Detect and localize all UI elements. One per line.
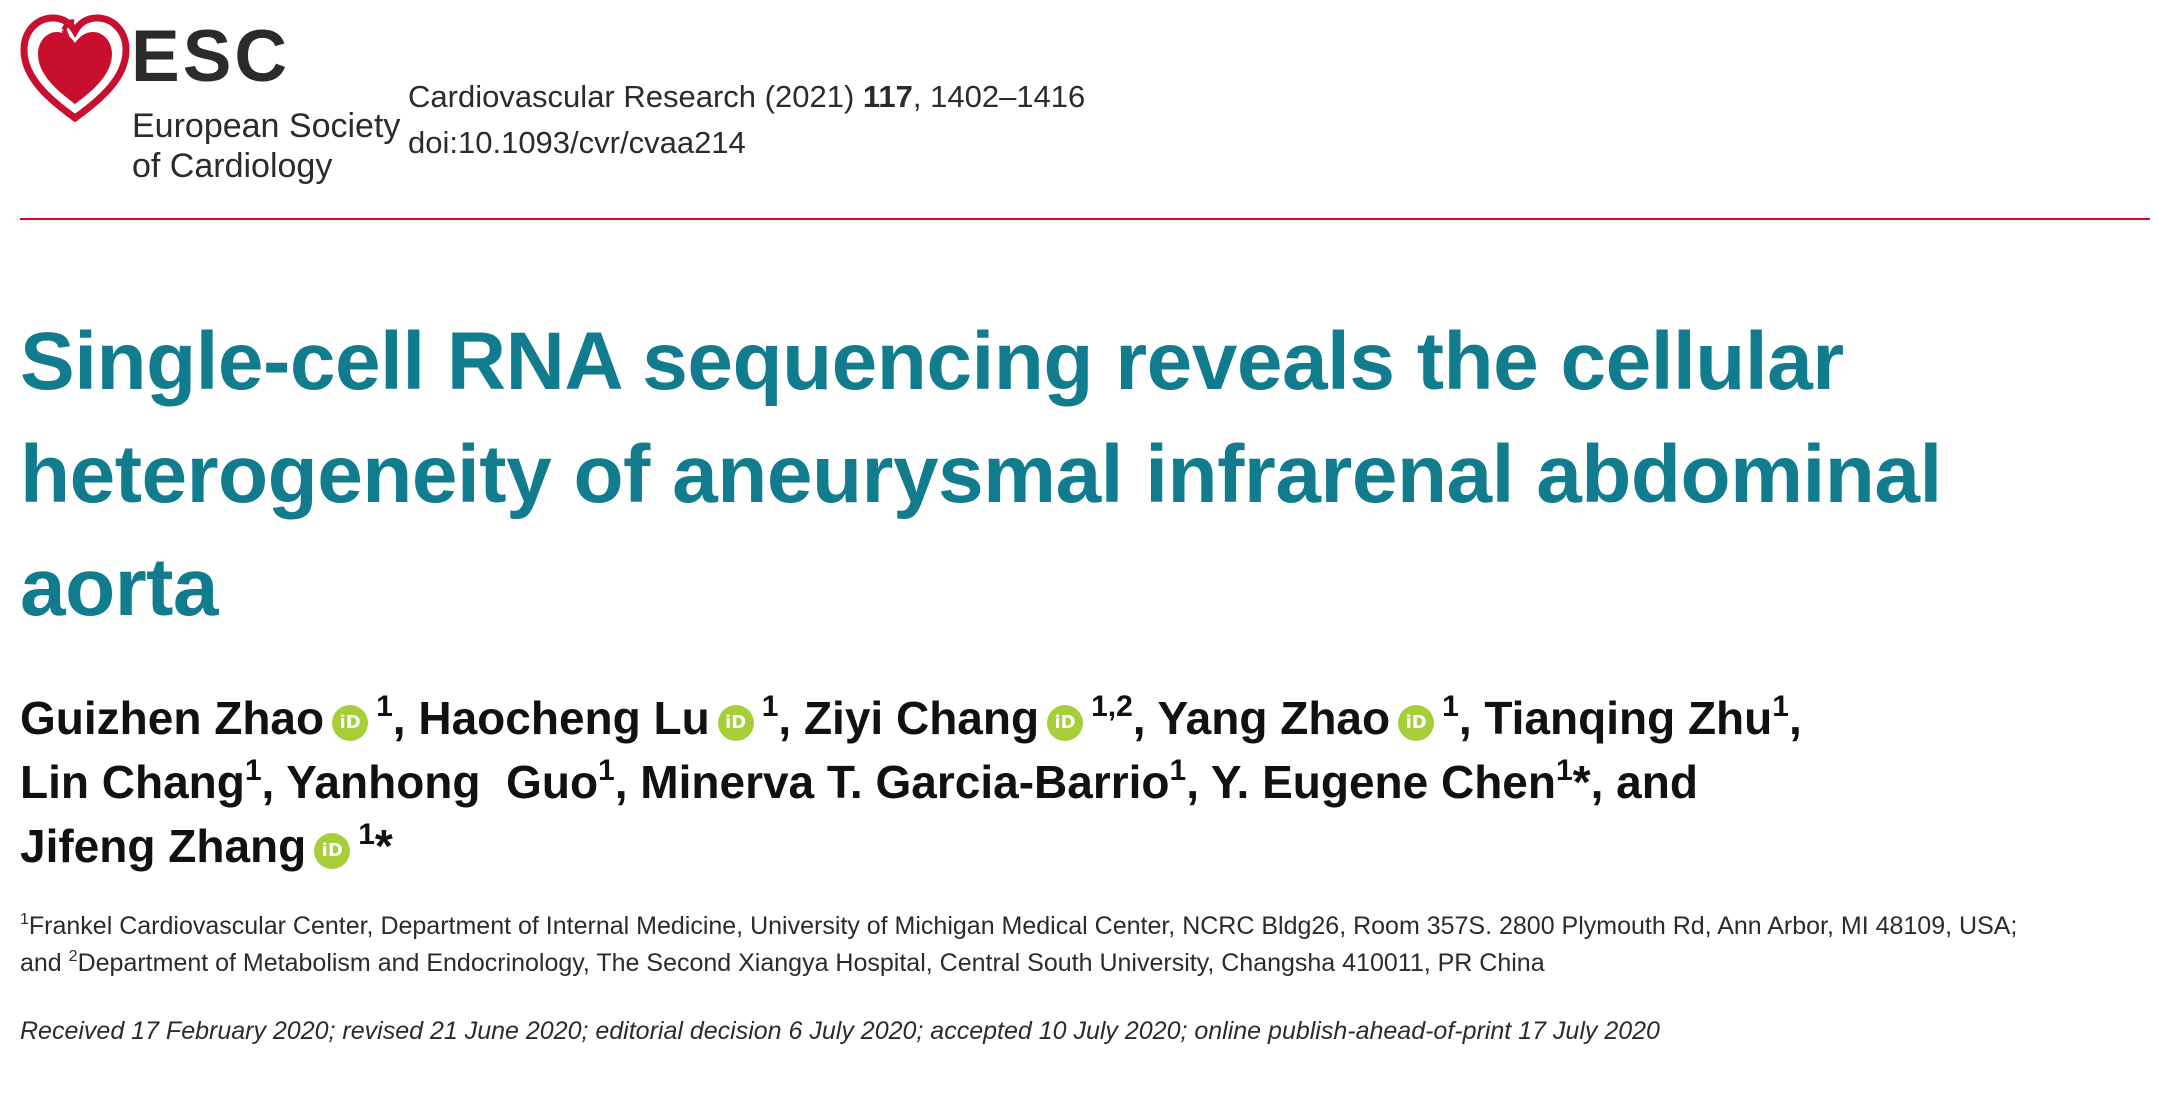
author-line-1: Guizhen Zhao iD 1, Haocheng Lu iD 1, Ziyi Ch… — [20, 686, 2140, 750]
author-name: Minerva T. Garcia-Barrio — [640, 756, 1170, 808]
author-separator: , — [1458, 692, 1485, 744]
journal-volume: 117 — [862, 79, 913, 114]
affiliation-1: 1Frankel Cardiovascular Center, Departme… — [20, 908, 2140, 945]
author-line-2: Lin Chang1, Yanhong Guo1, Minerva T. Gar… — [20, 750, 2140, 814]
esc-name-line2: of Cardiology — [132, 147, 333, 185]
author-separator: , — [1788, 692, 1802, 744]
author-affiliation: 1 — [358, 818, 375, 851]
esc-logo[interactable]: ESC European Society of Cardiology — [20, 14, 420, 186]
author-affiliation: 1 — [1169, 754, 1187, 787]
author-affiliation: 1 — [1442, 690, 1459, 723]
author-line-3: Jifeng Zhang iD 1* — [20, 814, 2140, 878]
corresponding-mark: * — [374, 820, 393, 872]
affiliation-number: 2 — [68, 948, 78, 965]
author-name: Lin Chang — [20, 756, 245, 808]
author-separator: , and — [1590, 756, 1698, 808]
affiliations: 1Frankel Cardiovascular Center, Departme… — [20, 908, 2140, 982]
article-title: Single-cell RNA sequencing reveals the c… — [20, 305, 2140, 644]
author-separator: , — [261, 756, 287, 808]
orcid-icon[interactable]: iD — [314, 833, 351, 869]
author-name: Jifeng Zhang — [20, 820, 307, 872]
author-affiliation: 1 — [244, 754, 262, 787]
journal-citation: Cardiovascular Research (2021) 117, 1402… — [408, 74, 1085, 166]
title-line-2: heterogeneity of aneurysmal infrarenal a… — [20, 429, 1942, 520]
author-affiliation: 1 — [1556, 754, 1573, 787]
esc-heart-icon — [20, 14, 130, 122]
author-name: Haocheng Lu — [418, 692, 710, 744]
author-list: Guizhen Zhao iD 1, Haocheng Lu iD 1, Ziyi Ch… — [20, 686, 2140, 878]
author-affiliation: 1,2 — [1091, 690, 1133, 723]
author-affiliation: 1 — [376, 690, 393, 723]
author-affiliation: 1 — [761, 690, 779, 723]
author-separator: , — [614, 756, 641, 808]
author-separator: , — [392, 692, 419, 744]
author-affiliation: 1 — [1772, 690, 1789, 723]
doi-link[interactable]: doi:10.1093/cvr/cvaa214 — [408, 125, 746, 160]
author-name: Yanhong Guo — [286, 756, 599, 808]
publication-history: Received 17 February 2020; revised 21 Ju… — [20, 1017, 1660, 1045]
affiliation-number: 1 — [20, 911, 29, 928]
orcid-icon[interactable]: iD — [332, 705, 369, 741]
affiliation-joiner: and — [20, 949, 69, 977]
author-name: Y. Eugene Chen — [1210, 756, 1556, 808]
journal-pages: , 1402–1416 — [912, 79, 1086, 114]
author-name: Tianqing Zhu — [1484, 692, 1773, 744]
author-separator: , — [1132, 692, 1158, 744]
corresponding-mark: * — [1572, 756, 1591, 808]
article-header: ESC European Society of Cardiology Cardi… — [20, 14, 2150, 214]
journal-name: Cardiovascular Research (2021) — [408, 79, 863, 114]
author-name: Yang Zhao — [1157, 692, 1391, 744]
esc-acronym: ESC — [131, 16, 291, 97]
author-affiliation: 1 — [598, 754, 615, 787]
esc-name: European Society of Cardiology — [132, 106, 400, 186]
title-line-3: aorta — [20, 542, 219, 633]
journal-reference: Cardiovascular Research (2021) 117, 1402… — [408, 74, 1085, 120]
header-divider — [20, 218, 2150, 220]
author-separator: , — [1186, 756, 1211, 808]
affiliation-2: and 2Department of Metabolism and Endocr… — [20, 945, 2140, 982]
esc-name-line1: European Society — [132, 107, 401, 145]
orcid-icon[interactable]: iD — [717, 705, 754, 741]
affiliation-text: Department of Metabolism and Endocrinolo… — [77, 949, 1545, 977]
title-line-1: Single-cell RNA sequencing reveals the c… — [20, 316, 1844, 407]
author-separator: , — [778, 692, 804, 744]
orcid-icon[interactable]: iD — [1047, 705, 1084, 741]
orcid-icon[interactable]: iD — [1398, 705, 1435, 741]
author-name: Ziyi Chang — [803, 692, 1040, 744]
author-name: Guizhen Zhao — [20, 692, 325, 744]
affiliation-text: Frankel Cardiovascular Center, Departmen… — [28, 912, 2018, 940]
